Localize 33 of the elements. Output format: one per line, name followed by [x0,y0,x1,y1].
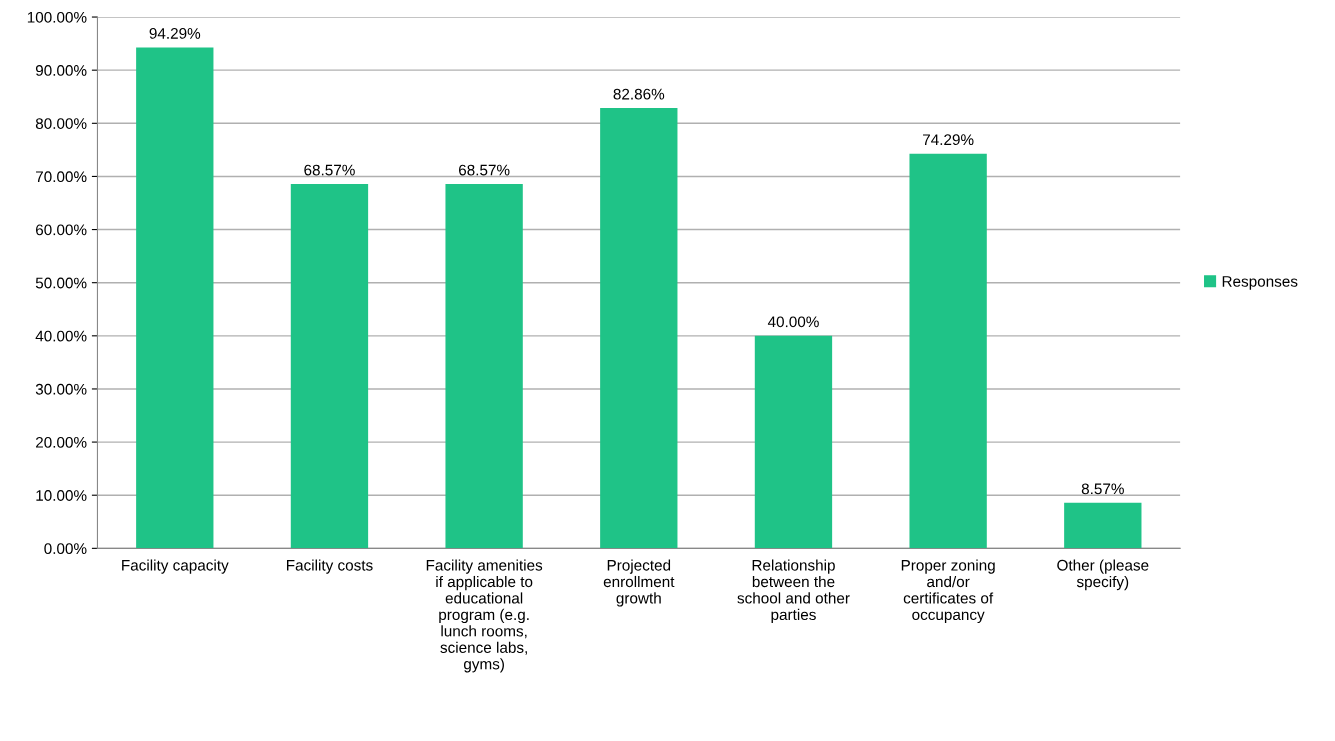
y-tick-label: 20.00% [35,436,87,448]
bar [445,184,523,549]
x-tick-label: Facility amenities if applicable to educational program (e.g. lunch rooms, science labs, gyms) [426,559,543,673]
y-tick-label: 70.00% [36,171,87,183]
y-tick-label: 0.00% [44,543,87,555]
x-tick-label: Facility costs [287,559,373,574]
y-tick-label: 30.00% [35,383,87,395]
y-tick-label: 90.00% [35,65,87,76]
y-tick-label: 80.00% [35,118,87,129]
data-label: 82.86% [613,88,665,100]
y-tick-label: 100.00% [27,11,87,23]
data-label: 94.29% [149,27,201,39]
x-tick-label: Relationship between the school and other parties [737,559,850,624]
data-label: 8.57% [1081,483,1124,495]
bar [600,108,678,549]
bar [909,153,987,549]
x-tick-label: Facility capacity [122,559,229,574]
y-tick-label: 10.00% [36,490,87,501]
x-tick-label: Projected enrollment growth [603,559,675,607]
x-tick-label: Other (please specify) [1057,559,1149,591]
y-tick-label: 50.00% [35,277,87,289]
data-label: 74.29% [923,134,974,146]
bar [1064,502,1142,549]
data-label: 40.00% [767,316,819,328]
y-tick-label: 60.00% [36,224,87,236]
bar [136,47,214,549]
data-label: 68.57% [459,164,510,176]
legend-label: Responses [1222,276,1298,290]
bar [754,335,833,549]
data-label: 68.57% [304,164,355,176]
y-tick-label: 40.00% [35,330,87,342]
x-tick-label: Proper zoning and/or certificates of occupancy [901,559,995,624]
bar [290,184,369,549]
